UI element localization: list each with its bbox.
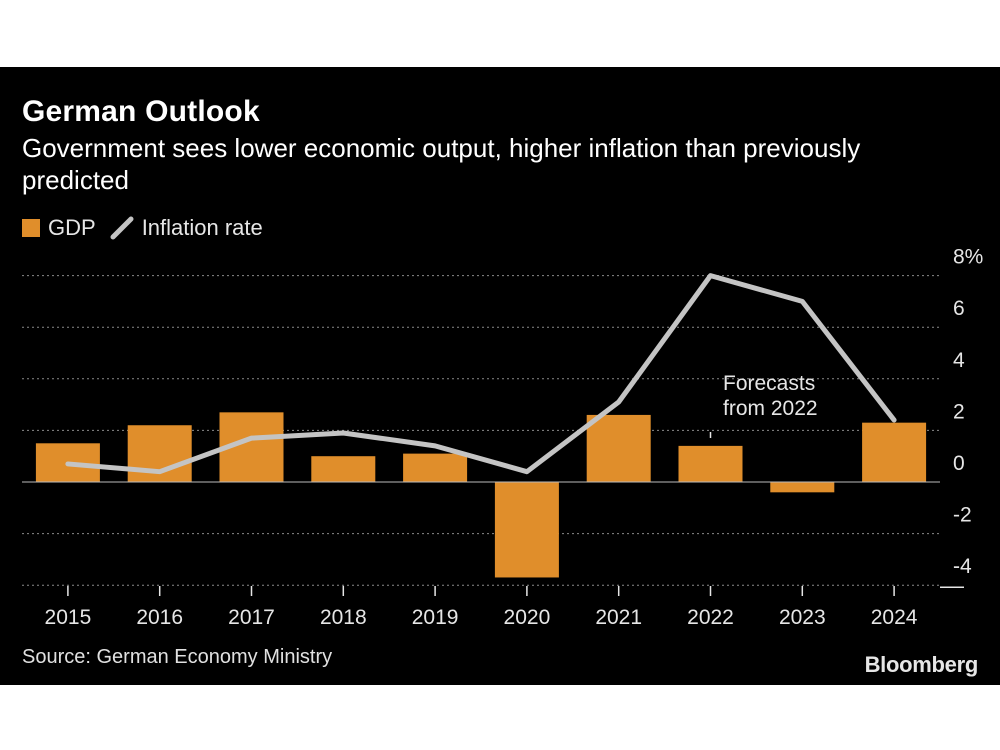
gdp-swatch (22, 219, 40, 237)
x-tick-label: 2019 (412, 606, 459, 629)
x-tick-label: 2020 (504, 606, 551, 629)
legend: GDP Inflation rate (22, 215, 277, 241)
annotation-line1: Forecasts (723, 372, 815, 395)
chart-subtitle: Government sees lower economic output, h… (22, 133, 861, 195)
legend-label-inflation: Inflation rate (141, 215, 263, 240)
x-tick-label: 2017 (228, 606, 275, 629)
chart-title: German Outlook (22, 95, 260, 128)
chart-panel (0, 67, 1000, 685)
y-tick-label: 4 (953, 349, 965, 372)
y-tick-label: -4 (953, 555, 972, 578)
x-tick-label: 2022 (687, 606, 734, 629)
annotation-line2: from 2022 (723, 397, 818, 420)
y-tick-label: 6 (953, 297, 965, 320)
y-tick-label: 8% (953, 246, 983, 269)
x-tick-label: 2018 (320, 606, 367, 629)
gdp-bar (494, 482, 559, 578)
y-tick-label: -2 (953, 504, 972, 527)
y-tick-label: 0 (953, 452, 965, 475)
gdp-bar (311, 456, 376, 482)
legend-label-gdp: GDP (48, 215, 96, 240)
inflation-line (65, 273, 897, 475)
brand-logo: Bloomberg (864, 652, 979, 677)
y-tick-label: 2 (953, 400, 965, 423)
x-tick-label: 2015 (45, 606, 92, 629)
gdp-bar (403, 453, 468, 482)
x-tick-label: 2023 (779, 606, 826, 629)
x-tick-label: 2024 (871, 606, 918, 629)
gdp-bar (862, 422, 927, 482)
x-tick-label: 2021 (595, 606, 642, 629)
gdp-bar (770, 482, 835, 493)
legend-item-inflation: Inflation rate (110, 215, 263, 241)
gdp-bar (678, 445, 743, 482)
inflation-swatch (110, 216, 134, 240)
x-tick-label: 2016 (136, 606, 183, 629)
legend-item-gdp: GDP (22, 215, 96, 241)
source-note: Source: German Economy Ministry (22, 646, 333, 668)
gdp-bar (586, 414, 651, 482)
